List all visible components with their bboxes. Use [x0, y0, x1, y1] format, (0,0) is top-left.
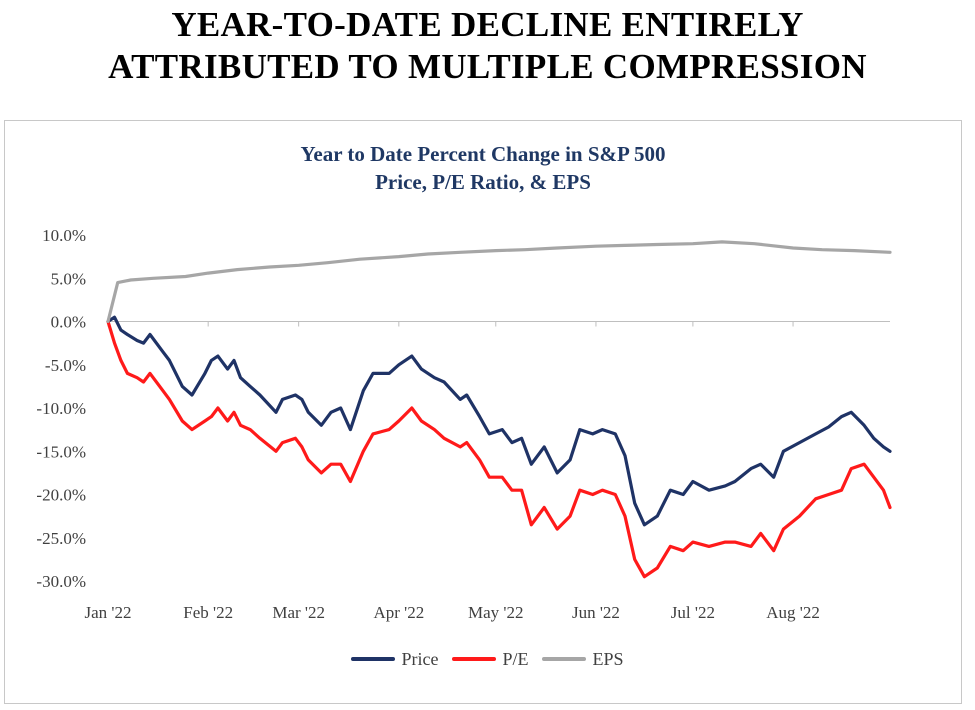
x-tick-label: Jan '22: [85, 603, 132, 622]
y-tick-label: -30.0%: [36, 572, 86, 591]
y-tick-label: -20.0%: [36, 486, 86, 505]
legend-swatch-eps: [542, 657, 587, 661]
y-tick-label: -5.0%: [45, 356, 86, 375]
x-tick-label: May '22: [468, 603, 523, 622]
headline: YEAR-TO-DATE DECLINE ENTIRELY ATTRIBUTED…: [0, 4, 975, 88]
x-tick-label: Feb '22: [183, 603, 233, 622]
chart-title-line-2: Price, P/E Ratio, & EPS: [375, 170, 591, 194]
y-tick-label: 0.0%: [51, 313, 86, 332]
series-line-pe: [106, 319, 892, 579]
y-tick-label: 10.0%: [42, 226, 86, 245]
headline-line-1: YEAR-TO-DATE DECLINE ENTIRELY: [171, 5, 804, 44]
y-tick-label: -10.0%: [36, 399, 86, 418]
legend-swatch-price: [351, 657, 396, 661]
legend-item-price: Price: [351, 649, 438, 670]
legend-label-price: Price: [401, 648, 439, 669]
chart-title-line-1: Year to Date Percent Change in S&P 500: [300, 142, 666, 166]
legend-item-eps: EPS: [542, 648, 624, 670]
legend-item-pe: P/E: [452, 649, 528, 670]
y-tick-label: -25.0%: [36, 529, 86, 548]
x-tick-label: Jul '22: [671, 603, 715, 622]
x-tick-label: Apr '22: [373, 603, 424, 622]
series-line-price: [106, 315, 892, 527]
x-tick-label: Mar '22: [272, 603, 325, 622]
y-tick-label: -15.0%: [36, 442, 86, 461]
legend-label-pe: P/E: [502, 648, 529, 669]
legend-label-eps: EPS: [592, 648, 624, 669]
series-line-eps: [106, 240, 892, 324]
headline-line-2: ATTRIBUTED TO MULTIPLE COMPRESSION: [108, 47, 867, 86]
chart-title: Year to Date Percent Change in S&P 500 P…: [4, 140, 962, 196]
legend-swatch-pe: [452, 657, 497, 661]
x-tick-label: Jun '22: [572, 603, 620, 622]
legend: Price P/E EPS: [0, 646, 975, 672]
chart-panel: [4, 120, 962, 704]
x-tick-label: Aug '22: [766, 603, 820, 622]
y-tick-label: 5.0%: [51, 269, 86, 288]
